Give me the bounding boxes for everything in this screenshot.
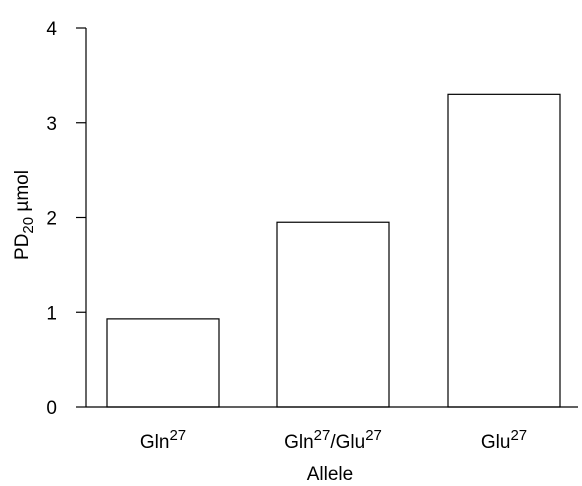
y-tick-label: 0 — [46, 398, 57, 419]
x-axis-title: Allele — [307, 464, 353, 485]
y-axis-title-main: PD — [12, 234, 33, 260]
y-ticks-group: 0 1 2 3 4 — [46, 19, 86, 419]
y-tick-label: 3 — [46, 114, 57, 135]
category-superscript: 27 — [314, 427, 331, 444]
category-superscript: 27 — [169, 427, 186, 444]
y-axis-title: PD20 µmol — [12, 170, 37, 260]
y-tick-label: 4 — [46, 19, 57, 40]
y-axis-title-unit: µmol — [12, 170, 33, 217]
x-category-label: Glu27 — [481, 427, 527, 453]
bar — [276, 221, 390, 408]
category-text: /Glu — [330, 432, 365, 453]
bar — [106, 318, 220, 408]
bar — [447, 93, 561, 408]
y-axis-title-sub: 20 — [20, 217, 37, 234]
category-superscript: 27 — [510, 427, 527, 444]
x-category-label: Gln27/Glu27 — [284, 427, 382, 453]
category-text: Gln — [284, 432, 314, 453]
y-tick-label: 2 — [46, 209, 57, 230]
y-tick-label: 1 — [46, 303, 57, 324]
x-category-label: Gln27 — [140, 427, 186, 453]
x-category-labels: Gln27 Gln27/Glu27 Glu27 — [140, 427, 527, 453]
category-superscript: 27 — [365, 427, 382, 444]
category-text: Gln — [140, 432, 170, 453]
bars-group — [106, 93, 561, 408]
category-text: Glu — [481, 432, 511, 453]
